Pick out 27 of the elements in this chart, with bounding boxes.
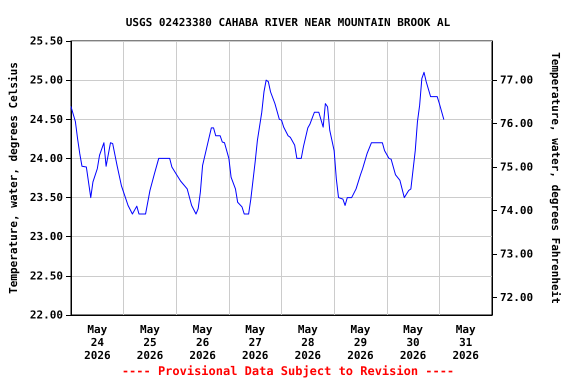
line-series	[70, 72, 444, 215]
text: ---- Provisional Data Subject to Revision ----	[122, 364, 454, 378]
y-tick-label: 25.00	[30, 74, 64, 87]
x-tick-label: May 24 2026	[84, 323, 111, 362]
y-tick-label: 23.50	[30, 191, 64, 204]
y2-tick-label: 75.00	[500, 160, 534, 174]
y2-tick-label: 72.00	[500, 291, 534, 304]
y-tick-label: 24.00	[30, 152, 64, 165]
y-tick-label: 22.00	[30, 308, 64, 322]
x-tick-label: May 28 2026	[294, 323, 322, 362]
x-tick-label: May 25 2026	[136, 323, 164, 362]
y2-axis-title: Temperature, water, degrees Fahrenheit	[549, 52, 562, 304]
y-axis-title: Temperature, water, degrees Celsius	[7, 62, 20, 294]
y-tick-label: 23.00	[30, 230, 64, 244]
x-tick-label: May 29 2026	[347, 323, 374, 362]
y2-tick-label: 73.00	[500, 248, 534, 261]
y-tick-label: 24.50	[30, 112, 64, 126]
y-tick-label: 22.50	[30, 269, 64, 282]
y2-tick-label: 77.00	[500, 74, 534, 87]
x-tick-label: May 26 2026	[189, 323, 216, 362]
x-tick-label: May 27 2026	[242, 323, 269, 362]
chart-title: USGS 02423380 CAHABA RIVER NEAR MOUNTAIN BROOK AL	[126, 16, 451, 29]
y2-tick-label: 76.00	[500, 117, 534, 130]
x-tick-label: May 30 2026	[400, 323, 427, 362]
y-tick-label: 25.50	[30, 34, 64, 48]
x-tick-label: May 31 2026	[452, 323, 480, 362]
y2-tick-label: 74.00	[500, 204, 534, 218]
